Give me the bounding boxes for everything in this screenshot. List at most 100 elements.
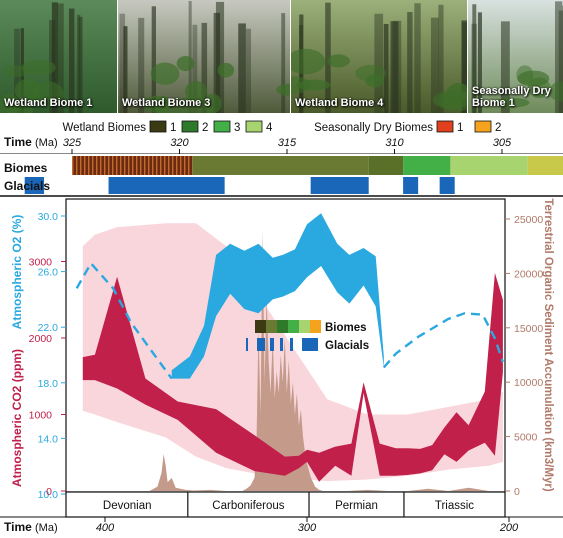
wetland-legend-swatch: [245, 120, 263, 133]
top-time-axis: Time (Ma) 325320315310305300295: [0, 135, 563, 155]
forest-illustration-icon: [118, 0, 290, 113]
top-time-unit: (Ma): [35, 137, 58, 149]
inner-biome-swatch: [277, 320, 288, 333]
inner-glacials-label: Glacials: [325, 340, 369, 352]
co2-tick-label: 3000: [29, 257, 53, 269]
bottom-tick-label: 200: [499, 522, 519, 534]
biome-segment: [192, 156, 369, 175]
biome-segment: [403, 156, 451, 175]
wetland-legend-swatch: [149, 120, 167, 133]
period-label: Devonian: [103, 500, 152, 512]
sediment-axis: 0 5000 10000 15000 20000 25000: [505, 214, 543, 498]
panel-label: Seasonally Dry Biome 1: [472, 85, 551, 109]
period-label: Triassic: [435, 500, 474, 512]
sediment-tick-label: 25000: [514, 214, 543, 226]
sediment-tick-label: 5000: [514, 432, 538, 444]
wetland-legend-label: 1: [170, 122, 176, 134]
wetland-legend-label: 3: [234, 122, 240, 134]
wetland-legend-label: 2: [202, 122, 208, 134]
inner-glacial-swatch: [280, 338, 283, 351]
top-tick-label: 315: [278, 137, 297, 149]
o2-axis-label: Atmospheric O2 (%): [10, 215, 24, 330]
co2-axis-label: Atmospheric CO2 (ppm): [10, 349, 24, 487]
panel-wetland-biome-1: Wetland Biome 1: [0, 0, 117, 113]
top-tick-label: 325: [63, 137, 82, 149]
inner-glacial-swatch: [270, 338, 274, 351]
panel-label: Wetland Biome 1: [4, 97, 93, 109]
inner-legend: Biomes Glacials: [246, 320, 369, 352]
biomes-bar-label: Biomes: [4, 161, 48, 175]
top-tick-label: 305: [493, 137, 512, 149]
sediment-tick-label: 15000: [514, 323, 543, 335]
o2-tick-label: 22.0: [38, 322, 59, 334]
top-legend: Wetland Biomes 1 2 3 4 Seasonally Dry Biome…: [62, 120, 501, 134]
wetland-legend-label: 4: [266, 122, 273, 134]
sediment-tick-label: 20000: [514, 268, 543, 280]
glacial-segment: [403, 177, 419, 194]
top-tick-label: 320: [170, 137, 189, 149]
wetland-legend-swatch: [213, 120, 231, 133]
sediment-accumulation-area: [66, 229, 505, 491]
biome-segment: [368, 156, 404, 175]
co2-tick-label: 2000: [29, 333, 53, 345]
dry-legend-label: 1: [457, 122, 463, 134]
dry-legend-title: Seasonally Dry Biomes: [314, 122, 433, 134]
panel-wetland-biome-3: Wetland Biome 3: [118, 0, 290, 113]
panel-wetland-biome-4: Wetland Biome 4: [291, 0, 467, 113]
bottom-time-unit: (Ma): [35, 522, 58, 534]
bottom-time-label: Time: [4, 520, 32, 534]
o2-axis: 10.0 14.0 18.0 22.0 26.0 30.0: [38, 211, 66, 501]
glacial-segment: [439, 177, 455, 194]
geologic-periods: Devonian Carboniferous Permian Triassic: [65, 491, 506, 518]
inner-glacial-swatch: [290, 338, 293, 351]
biome-segment: [72, 156, 193, 175]
inner-biome-swatch: [266, 320, 277, 333]
inner-biome-swatch: [288, 320, 299, 333]
o2-band: [171, 213, 384, 379]
biome-glacial-bars: Biomes Glacials: [0, 154, 563, 197]
period-label: Carboniferous: [212, 500, 284, 512]
co2-axis: 0 1000 2000 3000: [29, 257, 66, 498]
co2-tick-label: 1000: [29, 410, 53, 422]
glacials-bar-label: Glacials: [4, 179, 50, 193]
inner-biome-swatch: [255, 320, 266, 333]
inner-biome-swatch: [299, 320, 310, 333]
period-label: Permian: [335, 500, 378, 512]
wetland-legend-title: Wetland Biomes: [62, 122, 146, 134]
o2-tick-label: 18.0: [38, 378, 59, 390]
biome-segment: [527, 156, 563, 175]
o2-tick-label: 26.0: [38, 267, 59, 279]
o2-tick-label: 10.0: [38, 489, 59, 501]
biome-illustrations: Wetland Biome 1 Wetland Biome 3 Wetland …: [0, 0, 563, 113]
o2-dashed-line: [75, 261, 173, 380]
o2-dashed-line: [382, 312, 505, 369]
glacial-segment: [310, 177, 369, 194]
glacial-segment: [24, 177, 45, 194]
dry-legend-swatch: [436, 120, 454, 133]
forest-illustration-icon: [0, 0, 117, 113]
dry-legend-swatch: [474, 120, 492, 133]
bottom-tick-label: 300: [298, 522, 317, 534]
sediment-axis-label: Terrestrial Organic Sediment Accumulatio…: [542, 198, 554, 491]
panel-label: Wetland Biome 4: [295, 97, 384, 109]
inner-biome-swatch: [310, 320, 321, 333]
inner-glacial-swatch: [246, 338, 248, 351]
top-time-label: Time: [4, 135, 32, 149]
dry-legend-label: 2: [495, 122, 501, 134]
biome-segment: [450, 156, 528, 175]
sediment-tick-label: 0: [514, 486, 520, 498]
top-tick-label: 310: [385, 137, 404, 149]
panel-label: Wetland Biome 3: [122, 97, 211, 109]
forest-illustration-icon: [291, 0, 467, 113]
o2-tick-label: 14.0: [38, 433, 59, 445]
o2-tick-label: 30.0: [38, 211, 59, 223]
sediment-tick-label: 10000: [514, 377, 543, 389]
bottom-tick-label: 400: [96, 522, 115, 534]
inner-glacial-swatch: [257, 338, 265, 351]
wetland-legend-swatch: [181, 120, 199, 133]
bottom-time-axis: Time (Ma) 400 300 200: [0, 516, 563, 534]
inner-biomes-label: Biomes: [325, 322, 367, 334]
glacial-segment: [108, 177, 225, 194]
co2-tick-label: 0: [46, 486, 52, 498]
